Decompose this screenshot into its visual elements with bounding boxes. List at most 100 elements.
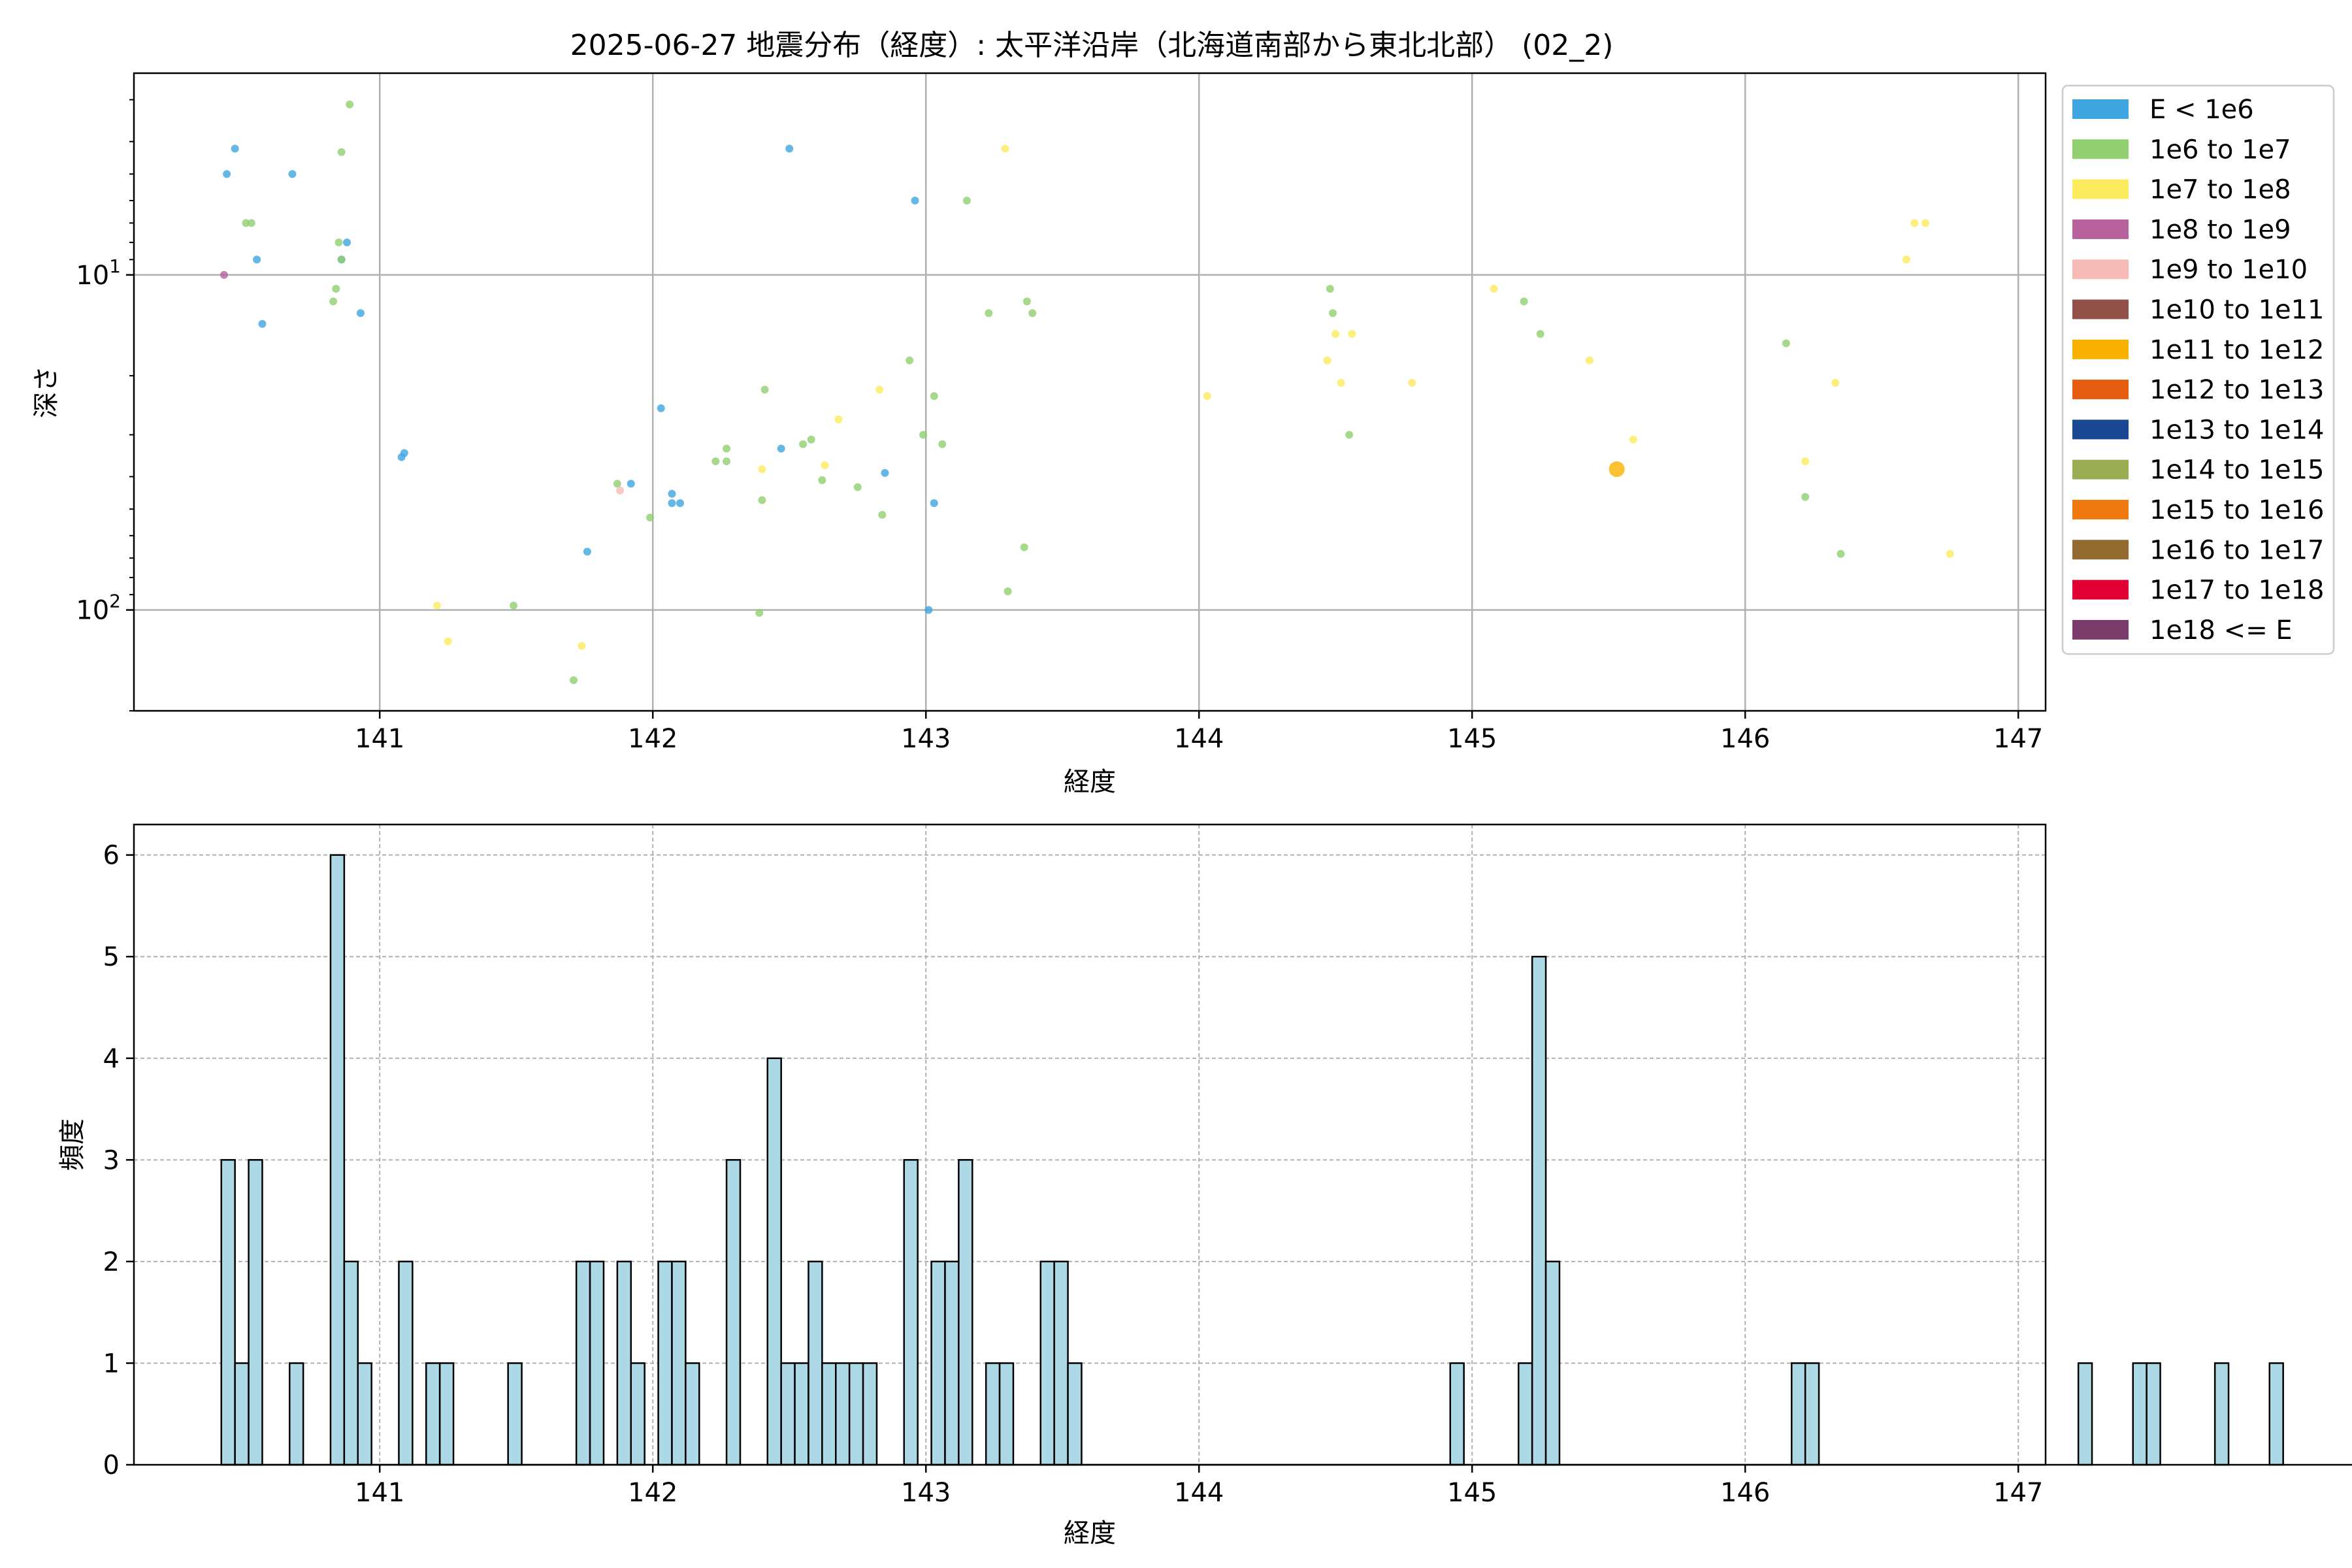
scatter-point: [938, 440, 947, 448]
legend-box: [2061, 84, 2335, 655]
legend-swatch: [2072, 299, 2129, 319]
histogram-y-tick-label: 5: [103, 942, 120, 972]
scatter-point: [760, 385, 769, 394]
scatter-point: [1020, 543, 1028, 551]
histogram-bar: [862, 1362, 878, 1466]
histogram-x-axis-label: 経度: [1064, 1518, 1116, 1548]
histogram-bar: [2213, 1362, 2230, 1466]
histogram-bar: [2132, 1362, 2148, 1466]
histogram-bar: [589, 1260, 605, 1466]
scatter-point: [758, 496, 766, 504]
histogram-bar: [2146, 1362, 2161, 1466]
scatter-point: [785, 144, 794, 153]
scatter-point: [337, 148, 346, 156]
scatter-point: [834, 415, 843, 423]
histogram-y-tick-label: 3: [103, 1145, 120, 1175]
histogram-bar: [234, 1362, 250, 1466]
scatter-point: [676, 499, 684, 508]
scatter-plot-area: [134, 73, 2046, 711]
histogram-bar: [835, 1362, 851, 1466]
legend-swatch: [2072, 339, 2129, 359]
scatter-y-tick-label: 101: [76, 255, 121, 291]
scatter-x-ticks: 141 142 143 144 145 146 147: [355, 711, 2043, 754]
histogram-x-tick-label: 141: [355, 1478, 404, 1508]
scatter-point: [723, 444, 731, 453]
scatter-point: [329, 297, 338, 306]
legend-swatch: [2072, 139, 2129, 159]
histogram-bar: [289, 1362, 304, 1466]
histogram-bar: [671, 1260, 687, 1466]
scatter-point: [711, 457, 720, 466]
histogram-bar: [575, 1260, 591, 1466]
scatter-point: [777, 444, 785, 453]
scatter-point: [569, 676, 578, 685]
legend-swatch: [2072, 99, 2129, 119]
histogram-bar: [1791, 1362, 1806, 1466]
scatter-point: [1585, 356, 1593, 365]
scatter-x-tick-label: 143: [901, 724, 951, 754]
scatter-x-tick-label: 145: [1447, 724, 1497, 754]
scatter-point: [821, 461, 829, 470]
histogram-bar: [1531, 955, 1547, 1466]
histogram-bar: [2268, 1362, 2284, 1466]
histogram-bar: [1804, 1362, 1820, 1466]
histogram-y-tick-label: 1: [103, 1348, 120, 1379]
legend-swatch: [2072, 380, 2129, 400]
scatter-point: [510, 601, 518, 610]
scatter-y-axis-label: 深さ: [31, 366, 61, 418]
histogram-y-axis-label: 頻度: [57, 1119, 88, 1171]
histogram-bar: [1067, 1362, 1083, 1466]
histogram-bar: [329, 854, 346, 1466]
histogram-x-tick-label: 144: [1174, 1478, 1224, 1508]
scatter-frame: [133, 72, 2047, 712]
legend-label: E < 1e6: [2149, 95, 2254, 125]
scatter-point: [881, 468, 889, 477]
histogram-bar: [848, 1362, 864, 1466]
scatter-point: [755, 609, 764, 617]
histogram-y-tick-label: 2: [103, 1247, 120, 1277]
histogram-bar: [958, 1159, 973, 1466]
scatter-point: [962, 196, 971, 204]
scatter-point: [1004, 587, 1012, 596]
histogram-bar: [998, 1362, 1015, 1466]
scatter-point: [906, 356, 914, 365]
histogram-bar: [357, 1362, 372, 1466]
scatter-point: [1345, 431, 1354, 439]
scatter-point: [1946, 549, 1954, 558]
histogram-bar: [507, 1362, 523, 1466]
legend-swatch: [2072, 619, 2129, 640]
scatter-point: [253, 255, 261, 264]
histogram-y-tick-label: 0: [103, 1450, 120, 1480]
scatter-point: [583, 547, 591, 556]
scatter-y-tick-label: 102: [76, 591, 121, 626]
scatter-x-tick-label: 147: [1993, 724, 2043, 754]
legend-swatch: [2072, 500, 2129, 519]
histogram-bar: [930, 1260, 946, 1466]
scatter-points: [220, 100, 1954, 685]
histogram-bars: [220, 854, 2352, 1466]
scatter-point: [1331, 330, 1340, 338]
scatter-point: [985, 309, 993, 318]
scatter-point: [578, 642, 586, 650]
histogram-bar: [1544, 1260, 1561, 1466]
scatter-x-tick-label: 146: [1720, 724, 1770, 754]
histogram-bar: [616, 1260, 632, 1466]
scatter-point: [646, 514, 655, 522]
scatter-point: [616, 486, 625, 495]
scatter-x-tick-label: 144: [1174, 724, 1224, 754]
histogram-y-ticks: 0 1 2 3 4 5 6: [103, 841, 134, 1480]
scatter-point: [799, 440, 808, 448]
scatter-point: [247, 219, 255, 227]
histogram-x-tick-label: 146: [1720, 1478, 1770, 1508]
histogram-x-tick-label: 143: [901, 1478, 951, 1508]
legend-label: 1e16 to 1e17: [2149, 535, 2325, 565]
legend-label: 1e9 to 1e10: [2149, 255, 2308, 285]
histogram-bar: [425, 1362, 441, 1466]
scatter-point: [332, 284, 340, 293]
scatter-point: [258, 319, 267, 328]
histogram-bar: [985, 1362, 1001, 1466]
histogram-bar: [438, 1362, 455, 1466]
histogram-plot-area: [134, 825, 2046, 1465]
histogram-bar: [808, 1260, 823, 1466]
